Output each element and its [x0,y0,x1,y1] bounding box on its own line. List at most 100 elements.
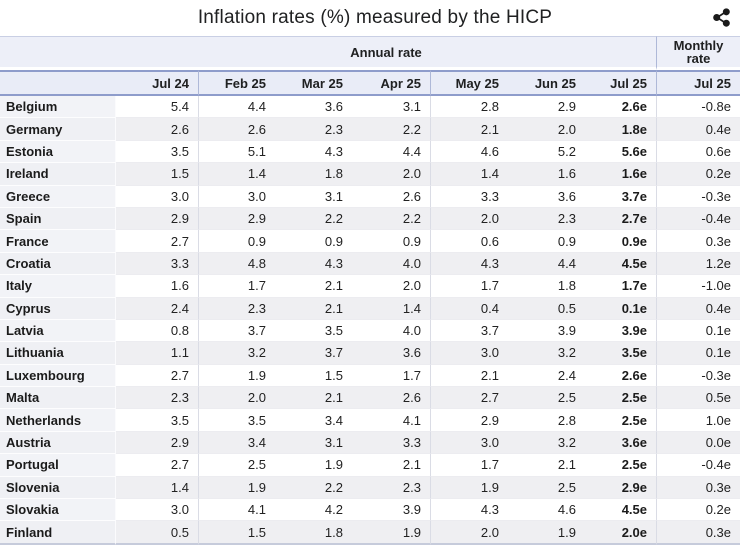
annual-value-cell: 1.5 [275,364,352,388]
annual-value-cell: 3.0 [430,342,508,365]
annual-value-cell: 2.6 [116,118,198,141]
annual-value-cell: 1.9 [430,476,508,500]
annual-value-cell: 2.5e [585,409,656,432]
annual-value-cell: 0.9 [275,230,352,253]
annual-value-cell: 2.2 [275,207,352,231]
table-row: Portugal 2.7 2.5 1.9 2.1 1.7 2.1 2.5e -0.4e [0,454,740,477]
annual-value-cell: 4.3 [430,499,508,522]
country-label: Austria [0,431,116,455]
annual-value-cell: 2.5e [585,454,656,477]
table-row: Latvia 0.8 3.7 3.5 4.0 3.7 3.9 3.9e 0.1e [0,319,740,343]
annual-value-cell: 1.4 [352,297,430,320]
table-row: Finland 0.5 1.5 1.8 1.9 2.0 1.9 2.0e 0.3e [0,521,740,545]
annual-value-cell: 2.6e [585,96,656,119]
annual-value-cell: 1.6 [116,275,198,298]
annual-value-cell: 0.1e [585,297,656,320]
column-header-row: Jul 24 Feb 25 Mar 25 Apr 25 May 25 Jun 2… [0,70,740,96]
annual-value-cell: 3.0 [116,499,198,522]
col-header-monthly-jul25: Jul 25 [656,70,740,96]
annual-value-cell: 2.8 [508,409,585,432]
annual-value-cell: 3.6e [585,431,656,455]
annual-value-cell: 2.3 [275,118,352,141]
annual-value-cell: 2.0 [430,521,508,545]
annual-value-cell: 1.9 [198,364,275,388]
monthly-value-cell: 0.5e [656,387,740,410]
country-label: Ireland [0,163,116,186]
annual-value-cell: 4.3 [430,252,508,276]
annual-value-cell: 2.5 [198,454,275,477]
annual-value-cell: 0.9 [352,230,430,253]
annual-value-cell: 1.7 [430,275,508,298]
country-label: Portugal [0,454,116,477]
annual-value-cell: 2.5 [508,387,585,410]
country-label: Slovakia [0,499,116,522]
table-row: France 2.7 0.9 0.9 0.9 0.6 0.9 0.9e 0.3e [0,230,740,253]
annual-value-cell: 1.9 [508,521,585,545]
annual-rate-header: Annual rate [116,36,656,70]
monthly-value-cell: 0.1e [656,319,740,343]
monthly-value-cell: -0.4e [656,207,740,231]
annual-value-cell: 2.4 [508,364,585,388]
annual-value-cell: 1.7e [585,275,656,298]
annual-value-cell: 2.1 [430,364,508,388]
monthly-value-cell: -0.3e [656,364,740,388]
annual-value-cell: 1.8e [585,118,656,141]
table-row: Slovenia 1.4 1.9 2.2 2.3 1.9 2.5 2.9e 0.3e [0,476,740,500]
annual-value-cell: 2.1 [275,297,352,320]
annual-value-cell: 3.5e [585,342,656,365]
share-icon[interactable] [708,4,734,30]
inflation-table: Annual rate Monthly rate Jul 24 Feb 25 M… [0,36,740,545]
table-row: Ireland 1.5 1.4 1.8 2.0 1.4 1.6 1.6e 0.2e [0,163,740,186]
group-header-row: Annual rate Monthly rate [0,36,740,70]
annual-value-cell: 4.5e [585,252,656,276]
monthly-value-cell: 0.1e [656,342,740,365]
monthly-value-cell: -0.8e [656,96,740,119]
monthly-value-cell: 0.3e [656,476,740,500]
annual-value-cell: 1.7 [198,275,275,298]
col-header-feb25: Feb 25 [198,70,275,96]
monthly-value-cell: 0.0e [656,431,740,455]
annual-value-cell: 2.2 [352,118,430,141]
table-row: Estonia 3.5 5.1 4.3 4.4 4.6 5.2 5.6e 0.6e [0,140,740,164]
annual-value-cell: 4.6 [508,499,585,522]
table-row: Italy 1.6 1.7 2.1 2.0 1.7 1.8 1.7e -1.0e [0,275,740,298]
annual-value-cell: 0.8 [116,319,198,343]
annual-value-cell: 3.3 [352,431,430,455]
country-label: Germany [0,118,116,141]
col-header-apr25: Apr 25 [352,70,430,96]
annual-value-cell: 1.4 [430,163,508,186]
annual-value-cell: 2.1 [275,275,352,298]
annual-value-cell: 2.1 [508,454,585,477]
annual-value-cell: 2.0 [198,387,275,410]
monthly-rate-header: Monthly rate [656,36,740,70]
annual-value-cell: 2.1 [275,387,352,410]
country-label: Belgium [0,96,116,119]
annual-value-cell: 0.5 [508,297,585,320]
annual-value-cell: 3.6 [352,342,430,365]
annual-value-cell: 3.7 [198,319,275,343]
country-label: Luxembourg [0,364,116,388]
annual-value-cell: 5.2 [508,140,585,164]
annual-value-cell: 3.0 [430,431,508,455]
annual-value-cell: 1.9 [352,521,430,545]
country-column-header [0,70,116,96]
table-row: Netherlands 3.5 3.5 3.4 4.1 2.9 2.8 2.5e 1.0e [0,409,740,432]
col-header-may25: May 25 [430,70,508,96]
monthly-value-cell: 0.3e [656,230,740,253]
annual-value-cell: 1.7 [430,454,508,477]
annual-value-cell: 3.9e [585,319,656,343]
annual-value-cell: 2.9 [508,96,585,119]
country-label: Finland [0,521,116,545]
annual-value-cell: 0.4 [430,297,508,320]
table-row: Slovakia 3.0 4.1 4.2 3.9 4.3 4.6 4.5e 0.2e [0,499,740,522]
annual-value-cell: 2.0 [352,163,430,186]
table-row: Germany 2.6 2.6 2.3 2.2 2.1 2.0 1.8e 0.4e [0,118,740,141]
annual-value-cell: 3.1 [352,96,430,119]
country-label: Latvia [0,319,116,343]
table-row: Spain 2.9 2.9 2.2 2.2 2.0 2.3 2.7e -0.4e [0,207,740,231]
annual-value-cell: 2.7e [585,207,656,231]
annual-value-cell: 5.4 [116,96,198,119]
annual-value-cell: 4.3 [275,140,352,164]
country-label: Netherlands [0,409,116,432]
col-header-mar25: Mar 25 [275,70,352,96]
